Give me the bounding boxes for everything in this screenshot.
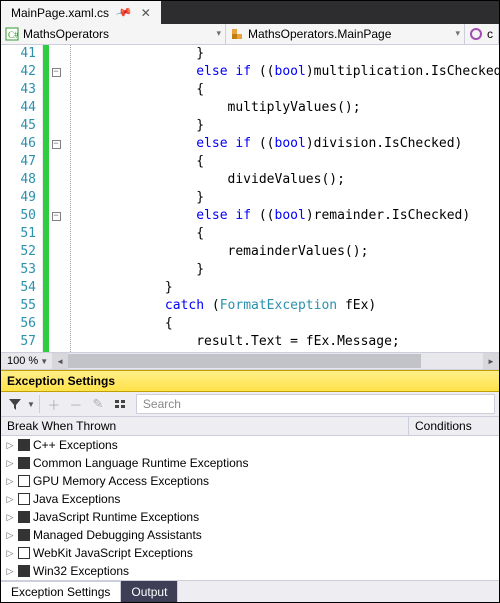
exception-category-row[interactable]: ▷ Win32 Exceptions [1, 562, 499, 580]
exception-category-label: WebKit JavaScript Exceptions [33, 546, 193, 560]
expand-icon[interactable]: ▷ [5, 440, 15, 451]
checkbox[interactable] [18, 493, 30, 505]
chevron-down-icon: ▾ [455, 28, 460, 39]
checkbox[interactable] [18, 439, 30, 451]
navigation-bar: C# MathsOperators ▾ MathsOperators.MainP… [1, 24, 499, 45]
exception-category-label: Java Exceptions [33, 492, 120, 506]
chevron-down-icon: ▾ [216, 28, 221, 39]
checkbox[interactable] [18, 475, 30, 487]
exception-category-row[interactable]: ▷ JavaScript Runtime Exceptions [1, 508, 499, 526]
exception-category-row[interactable]: ▷ WebKit JavaScript Exceptions [1, 544, 499, 562]
filter-icon[interactable] [5, 394, 25, 414]
csharp-icon: C# [5, 27, 19, 41]
exception-category-row[interactable]: ▷ Common Language Runtime Exceptions [1, 454, 499, 472]
method-icon [469, 27, 483, 41]
outline-gutter [63, 45, 71, 352]
exception-category-label: Common Language Runtime Exceptions [33, 456, 248, 470]
exception-category-label: Win32 Exceptions [33, 564, 129, 578]
scroll-left-button[interactable]: ◄ [52, 353, 68, 369]
fold-gutter[interactable]: −−− [49, 45, 63, 352]
member-name: c [487, 27, 494, 41]
checkbox[interactable] [18, 565, 30, 577]
member-dropdown[interactable]: c [465, 24, 499, 44]
checkbox[interactable] [18, 547, 30, 559]
expand-icon[interactable]: ▷ [5, 548, 15, 559]
chevron-down-icon[interactable]: ▼ [40, 357, 52, 366]
expand-icon[interactable]: ▷ [5, 458, 15, 469]
code-area[interactable]: 414243444546474849505152535455565758 −−−… [1, 45, 499, 352]
tab-exception-settings[interactable]: Exception Settings [1, 581, 121, 602]
code-lines[interactable]: } else if ((bool)multiplication.IsChecke… [71, 45, 499, 352]
document-tab-title: MainPage.xaml.cs [11, 6, 109, 20]
restore-button[interactable] [110, 394, 130, 414]
exception-settings-toolbar: ▼ ＋ － ✎ Search [1, 392, 499, 417]
chevron-down-icon[interactable]: ▼ [27, 400, 35, 409]
exception-columns-header: Break When Thrown Conditions [1, 417, 499, 436]
checkbox[interactable] [18, 457, 30, 469]
class-name: MathsOperators.MainPage [248, 27, 451, 41]
line-number-gutter: 414243444546474849505152535455565758 [1, 45, 43, 352]
checkbox[interactable] [18, 511, 30, 523]
search-placeholder: Search [143, 397, 181, 411]
exception-category-row[interactable]: ▷ Managed Debugging Assistants [1, 526, 499, 544]
exception-category-label: Managed Debugging Assistants [33, 528, 202, 542]
scroll-track[interactable] [68, 353, 483, 369]
exception-category-row[interactable]: ▷ GPU Memory Access Exceptions [1, 472, 499, 490]
expand-icon[interactable]: ▷ [5, 512, 15, 523]
checkbox[interactable] [18, 529, 30, 541]
separator [39, 395, 40, 413]
exception-settings-title: Exception Settings [1, 370, 499, 392]
add-button[interactable]: ＋ [44, 394, 64, 414]
exception-category-row[interactable]: ▷ C++ Exceptions [1, 436, 499, 454]
remove-button[interactable]: － [66, 394, 86, 414]
expand-icon[interactable]: ▷ [5, 566, 15, 577]
zoom-level[interactable]: 100 % [1, 355, 40, 367]
exception-category-label: GPU Memory Access Exceptions [33, 474, 209, 488]
exception-tree[interactable]: ▷ C++ Exceptions ▷ Common Language Runtime … [1, 436, 499, 580]
search-input[interactable]: Search [136, 394, 495, 414]
exception-category-row[interactable]: ▷ Java Exceptions [1, 490, 499, 508]
horizontal-scrollbar[interactable]: ◄ ► [52, 353, 499, 369]
close-icon[interactable]: ✕ [139, 6, 153, 20]
exception-category-label: JavaScript Runtime Exceptions [33, 510, 199, 524]
scroll-right-button[interactable]: ► [483, 353, 499, 369]
svg-text:C#: C# [8, 30, 19, 40]
expand-icon[interactable]: ▷ [5, 476, 15, 487]
expand-icon[interactable]: ▷ [5, 530, 15, 541]
tab-output[interactable]: Output [121, 581, 178, 602]
code-editor: 414243444546474849505152535455565758 −−−… [1, 45, 499, 371]
document-tab-bar: MainPage.xaml.cs 📌 ✕ [1, 1, 499, 24]
class-dropdown[interactable]: MathsOperators.MainPage ▾ [226, 24, 465, 44]
class-icon [230, 27, 244, 41]
edit-button[interactable]: ✎ [88, 394, 108, 414]
tool-window-tabs: Exception Settings Output [1, 580, 499, 602]
pin-icon[interactable]: 📌 [115, 4, 133, 22]
document-tab[interactable]: MainPage.xaml.cs 📌 ✕ [1, 1, 161, 24]
project-name: MathsOperators [23, 27, 212, 41]
column-conditions[interactable]: Conditions [409, 417, 499, 435]
expand-icon[interactable]: ▷ [5, 494, 15, 505]
scroll-thumb[interactable] [68, 354, 421, 368]
editor-footer: 100 % ▼ ◄ ► [1, 352, 499, 369]
project-dropdown[interactable]: C# MathsOperators ▾ [1, 24, 226, 44]
exception-category-label: C++ Exceptions [33, 438, 118, 452]
column-break-when-thrown[interactable]: Break When Thrown [1, 417, 409, 435]
